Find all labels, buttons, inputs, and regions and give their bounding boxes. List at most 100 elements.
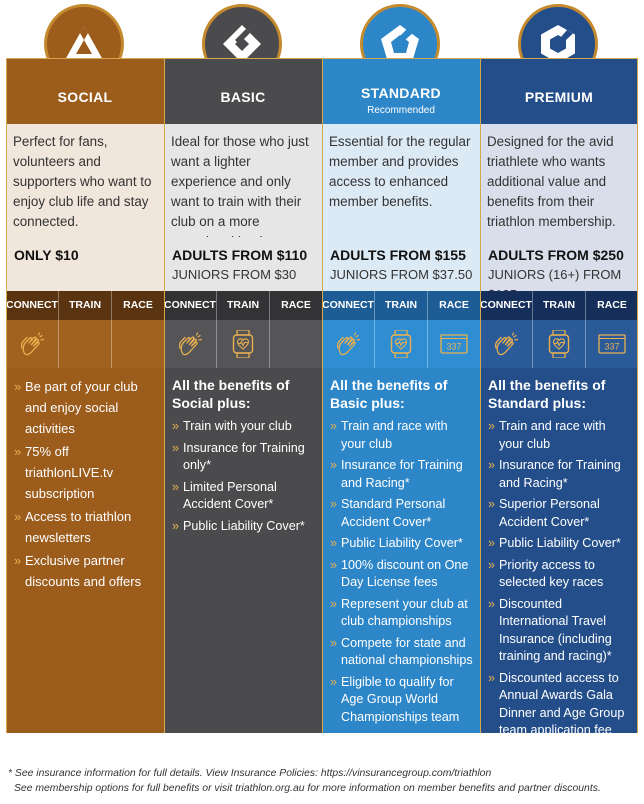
benefits-lead: All the benefits of Standard plus: <box>488 377 606 411</box>
tier-social: SOCIAL Perfect for fans, volunteers and … <box>6 0 164 733</box>
tier-name: PREMIUM <box>524 89 594 105</box>
tier-description: Ideal for those who just want a lighter … <box>164 124 322 249</box>
tier-name: STANDARD <box>361 85 441 101</box>
benefit-item: » Public Liability Cover* <box>488 536 621 550</box>
benefits-list: » Train with your club » Insurance for Tra… <box>172 418 316 535</box>
benefits-list: » Be part of your club and enjoy social a… <box>14 376 158 592</box>
benefits-panel: All the benefits of Standard plus: » Trai… <box>480 368 638 737</box>
tier-name: BASIC <box>220 89 266 105</box>
category-row: CONNECT TRAIN RACE <box>322 291 480 320</box>
category-race: RACE <box>123 299 153 311</box>
tier-header: STANDARD Recommended <box>322 58 480 124</box>
footnote-membership: See membership options for full benefits… <box>14 783 601 794</box>
benefit-item: » Eligible to qualify for Age Group World… <box>330 674 460 724</box>
membership-tiers: SOCIAL Perfect for fans, volunteers and … <box>6 0 638 737</box>
benefit-item: » Access to triathlon newsletters <box>14 509 132 545</box>
tier-name: SOCIAL <box>57 89 113 105</box>
benefit-item: » Insurance for Training and Racing* <box>330 458 463 490</box>
benefit-item: » 100% discount on One Day License fees <box>330 557 469 590</box>
tier-premium: PREMIUM Designed for the avid triathlete… <box>480 0 638 737</box>
divider <box>6 58 7 733</box>
category-connect: CONNECT <box>480 291 533 320</box>
price-main: ADULTS FROM $110 <box>172 247 308 263</box>
price-sub: JUNIORS FROM $30 <box>172 267 297 282</box>
benefit-item: » Discounted International Travel Insuran… <box>488 596 612 664</box>
clapping-hands-icon <box>494 332 519 356</box>
pentagon-logo-icon <box>381 25 419 62</box>
tier-price: ADULTS FROM $250 JUNIORS (16+) FROM $125 <box>480 237 638 302</box>
benefits-list: » Train and race with your club » Insuranc… <box>488 418 632 740</box>
category-row: CONNECT TRAIN RACE <box>6 291 164 320</box>
price-main: ONLY $10 <box>14 247 79 263</box>
benefit-item: » Train and race with your club <box>330 419 448 451</box>
tier-basic: BASIC Ideal for those who just want a li… <box>164 0 322 733</box>
benefit-item: » Exclusive partner discounts and offers <box>14 553 142 589</box>
clapping-hands-icon <box>20 332 45 356</box>
category-race: RACE <box>281 299 311 311</box>
icon-row: 337 <box>480 320 638 368</box>
benefit-item: » Standard Personal Accident Cover* <box>330 497 446 529</box>
footnote-insurance: * See insurance information for full det… <box>8 768 492 779</box>
category-race: RACE <box>597 299 627 311</box>
category-train: TRAIN <box>375 291 428 320</box>
smartwatch-icon <box>390 330 412 358</box>
tier-header: SOCIAL <box>6 58 164 124</box>
benefit-item: » Compete for state and national champion… <box>330 635 473 668</box>
category-train: TRAIN <box>217 291 270 320</box>
benefits-list: » Train and race with your club » Insuranc… <box>330 418 474 726</box>
benefits-lead: All the benefits of Basic plus: <box>330 377 448 411</box>
icon-row: 337 <box>322 320 480 368</box>
benefits-panel: All the benefits of Social plus: » Train … <box>164 368 322 733</box>
benefit-item: » 75% off triathlonLIVE.tv subscription <box>14 444 114 501</box>
category-connect: CONNECT <box>164 291 217 320</box>
tier-description: Perfect for fans, volunteers and support… <box>6 124 164 237</box>
benefit-item: » Train with your club <box>172 419 292 433</box>
category-row: CONNECT TRAIN RACE <box>480 291 638 320</box>
price-main: ADULTS FROM $155 <box>330 247 466 263</box>
tier-description: Designed for the avid triathlete who wan… <box>480 124 638 237</box>
price-sub: JUNIORS FROM $37.50 <box>330 267 473 282</box>
tier-standard: STANDARD Recommended Essential for the r… <box>322 0 480 733</box>
benefit-item: » Limited Personal Accident Cover* <box>172 479 277 512</box>
smartwatch-icon <box>232 330 254 358</box>
tier-price: ADULTS FROM $110 JUNIORS FROM $30 <box>164 237 322 291</box>
divider <box>164 58 165 733</box>
benefit-item: » Insurance for Training and Racing* <box>488 458 621 490</box>
tier-price: ADULTS FROM $155 JUNIORS FROM $37.50 <box>322 237 480 291</box>
price-main: ADULTS FROM $250 <box>488 247 624 263</box>
benefit-item: » Superior Personal Accident Cover* <box>488 497 600 529</box>
benefits-lead: All the benefits of Social plus: <box>172 377 290 411</box>
benefit-item: » Insurance for Training only* <box>172 440 305 473</box>
tier-description: Essential for the regular member and pro… <box>322 124 480 237</box>
benefit-item: » Public Liability Cover* <box>330 536 463 550</box>
benefit-item: » Discounted access to Annual Awards Gala… <box>488 670 625 738</box>
benefit-item: » Train and race with your club <box>488 419 606 451</box>
divider <box>637 58 638 733</box>
category-race: RACE <box>439 299 469 311</box>
tier-subtitle: Recommended <box>367 105 435 116</box>
race-bib-icon: 337 <box>598 334 626 354</box>
triangle-logo-icon <box>65 26 103 60</box>
hexagon-logo-icon <box>541 25 575 63</box>
smartwatch-icon <box>548 330 570 358</box>
clapping-hands-icon <box>336 332 361 356</box>
svg-text:337: 337 <box>604 342 619 352</box>
tier-header: BASIC <box>164 58 322 124</box>
divider <box>322 58 323 733</box>
tier-header: PREMIUM <box>480 58 638 124</box>
benefit-item: » Be part of your club and enjoy social a… <box>14 379 138 436</box>
diamond-logo-icon <box>223 25 261 63</box>
clapping-hands-icon <box>178 332 203 356</box>
benefit-item: » Priority access to selected key races <box>488 557 604 590</box>
benefit-item: » Public Liability Cover* <box>172 518 305 533</box>
benefits-panel: All the benefits of Basic plus: » Train a… <box>322 368 480 733</box>
category-connect: CONNECT <box>322 291 375 320</box>
icon-row <box>6 320 164 368</box>
category-connect: CONNECT <box>6 291 59 320</box>
benefit-item: » Represent your club at club championshi… <box>330 596 468 629</box>
divider <box>480 58 481 733</box>
svg-text:337: 337 <box>446 342 461 352</box>
race-bib-icon: 337 <box>440 334 468 354</box>
icon-row <box>164 320 322 368</box>
category-row: CONNECT TRAIN RACE <box>164 291 322 320</box>
